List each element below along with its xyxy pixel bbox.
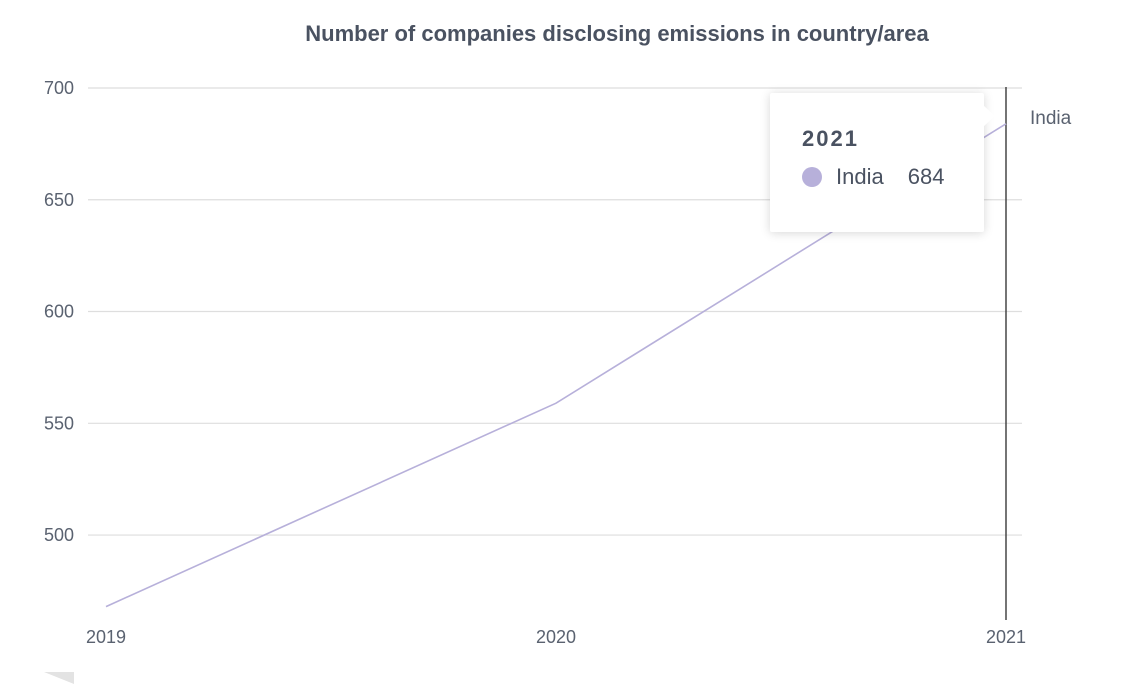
tooltip-series-name: India xyxy=(836,164,884,189)
tooltip: 2021 India 684 xyxy=(770,93,995,232)
y-axis-ticks: 500 550 600 650 700 xyxy=(44,78,74,545)
tooltip-value: 684 xyxy=(907,164,945,189)
gridlines xyxy=(88,87,1022,536)
series-end-label: India xyxy=(1030,108,1072,129)
tooltip-arrow xyxy=(983,105,995,127)
x-tick-label: 2019 xyxy=(86,627,126,647)
chart-title: Number of companies disclosing emissions… xyxy=(305,21,929,46)
tooltip-series-dot xyxy=(802,167,822,187)
tooltip-row: India 684 xyxy=(802,164,944,190)
tooltip-title: 2021 xyxy=(802,126,859,151)
x-tick-label: 2021 xyxy=(986,627,1026,647)
x-tick-label: 2020 xyxy=(536,627,576,647)
y-tick-label: 600 xyxy=(44,302,74,322)
y-tick-label: 500 xyxy=(44,525,74,545)
y-tick-label: 650 xyxy=(44,190,74,210)
x-axis-ticks: 2019 2020 2021 xyxy=(86,627,1026,647)
watermark-corner xyxy=(44,672,74,684)
y-tick-label: 550 xyxy=(44,413,74,433)
y-tick-label: 700 xyxy=(44,78,74,98)
